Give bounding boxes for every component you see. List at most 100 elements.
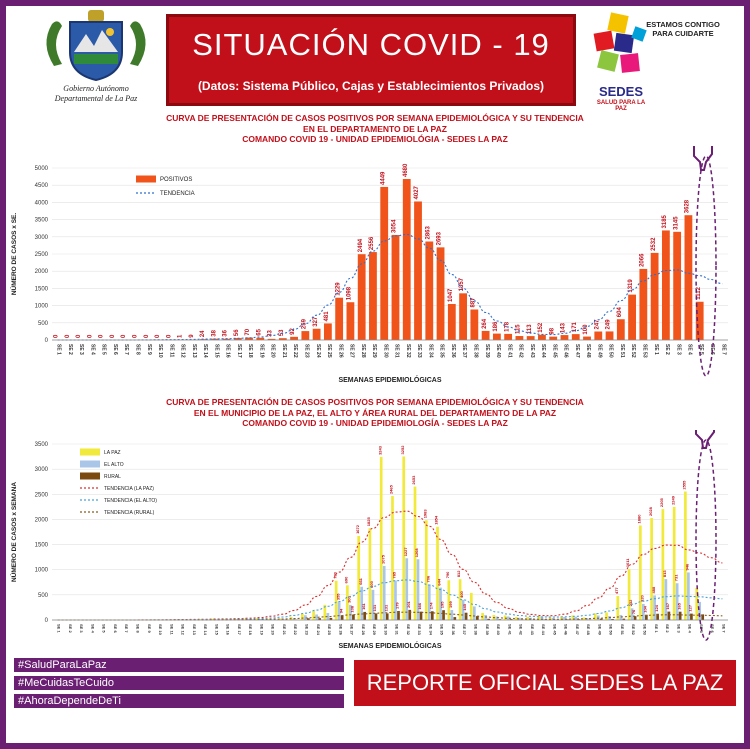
data-label: 53 bbox=[279, 329, 285, 336]
x-tick-label: SE 31 bbox=[394, 344, 400, 358]
bar bbox=[363, 611, 367, 620]
x-tick-label: SE 13 bbox=[191, 344, 197, 358]
data-label: 2205 bbox=[659, 497, 664, 507]
y-tick-label: 3000 bbox=[35, 235, 49, 241]
coat-of-arms-icon bbox=[46, 10, 146, 82]
y-tick-label: 2000 bbox=[35, 269, 49, 275]
bar bbox=[582, 617, 586, 620]
data-label: 143 bbox=[561, 322, 567, 333]
chart2-municipios: 780 690 1672 1825 3243 2465 3252 2653 1983 1854 79… bbox=[9, 430, 728, 650]
x-tick-label: SE 27 bbox=[349, 344, 355, 358]
bar bbox=[352, 614, 355, 620]
bar bbox=[571, 334, 580, 340]
data-label: 3054 bbox=[392, 219, 398, 233]
data-label: 131 bbox=[372, 604, 377, 611]
bar bbox=[267, 618, 270, 620]
data-label: 887 bbox=[471, 297, 477, 308]
x-tick-label: SE 15 bbox=[213, 344, 219, 358]
data-label: 0 bbox=[65, 334, 71, 338]
data-label: 1319 bbox=[628, 279, 634, 293]
bar bbox=[650, 518, 653, 620]
x-tick-label: SE 6 bbox=[113, 624, 118, 633]
bar bbox=[684, 215, 693, 340]
x-tick-label: SE 8 bbox=[136, 624, 141, 633]
x-tick-label: SE 53 bbox=[643, 624, 648, 636]
sedes-subname: SALUD PARA LA PAZ bbox=[596, 100, 646, 112]
data-label: 4027 bbox=[414, 185, 420, 199]
bar bbox=[560, 335, 569, 340]
chart1-title-line: COMANDO COVID 19 - UNIDAD EPIDEMIOLÓGIA … bbox=[242, 134, 508, 144]
legend-label: LA PAZ bbox=[104, 450, 121, 456]
data-label: 0 bbox=[155, 334, 161, 338]
hashtag-3: #AhoraDependeDeTi bbox=[14, 694, 344, 708]
x-tick-label: SE 3 bbox=[676, 624, 681, 633]
x-tick-label: SE 23 bbox=[304, 344, 310, 358]
chart2-hand-pointer-icon bbox=[695, 430, 715, 449]
x-tick-label: SE 11 bbox=[168, 344, 174, 358]
x-tick-label: SE 52 bbox=[630, 344, 636, 358]
data-label: 600 bbox=[369, 580, 374, 587]
bar bbox=[405, 558, 409, 620]
bar bbox=[210, 618, 214, 620]
bar bbox=[650, 252, 659, 340]
data-label: 2693 bbox=[437, 231, 443, 245]
page-title: SITUACIÓN COVID - 19 bbox=[192, 27, 550, 62]
data-label: 1880 bbox=[637, 514, 642, 524]
bar bbox=[498, 619, 502, 620]
legend-bar-swatch bbox=[80, 472, 100, 480]
bar bbox=[645, 614, 648, 620]
x-tick-label: SE 14 bbox=[203, 624, 208, 636]
y-tick-label: 3000 bbox=[35, 467, 49, 473]
x-tick-label: SE 2 bbox=[664, 344, 670, 355]
x-tick-label: SE 6 bbox=[709, 344, 715, 355]
bar bbox=[571, 615, 575, 620]
chart2-gridlines bbox=[52, 443, 728, 621]
data-label: 179 bbox=[395, 602, 400, 609]
x-tick-label: SE 2 bbox=[665, 624, 670, 633]
data-label: 127 bbox=[688, 604, 693, 611]
sedes-tagline: ESTAMOS CONTIGO PARA CUIDARTE bbox=[646, 20, 720, 38]
bar bbox=[540, 616, 544, 620]
bar bbox=[318, 618, 321, 620]
chart1-data-labels: 0 0 0 0 0 0 0 0 0 0 0 1 9 24 38 36 56 70 65 33 53 92 259 327 481… bbox=[54, 163, 702, 338]
hashtag-1: #SaludParaLaPaz bbox=[14, 658, 344, 672]
bar bbox=[450, 609, 454, 620]
data-label: 171 bbox=[572, 321, 578, 332]
bar bbox=[453, 617, 457, 620]
data-label: 3252 bbox=[400, 445, 405, 455]
y-tick-label: 0 bbox=[45, 338, 49, 344]
bar bbox=[605, 612, 608, 620]
bar bbox=[402, 456, 406, 620]
x-tick-label: SE 8 bbox=[135, 344, 141, 355]
trend-line bbox=[57, 510, 723, 621]
data-label: 1229 bbox=[335, 282, 341, 296]
bar bbox=[605, 331, 614, 340]
bar bbox=[642, 603, 645, 620]
x-tick-label: SE 48 bbox=[585, 344, 591, 358]
bar bbox=[360, 586, 364, 620]
bar bbox=[515, 336, 524, 340]
x-tick-label: SE 4 bbox=[688, 624, 693, 633]
bar bbox=[447, 303, 456, 340]
bar bbox=[379, 456, 383, 620]
bar bbox=[414, 201, 422, 340]
x-tick-label: SE 7 bbox=[123, 344, 129, 355]
chart2-trend-lines bbox=[57, 510, 723, 621]
bar bbox=[369, 252, 377, 340]
bar bbox=[300, 613, 304, 620]
data-label: 1983 bbox=[422, 509, 427, 519]
x-tick-label: SE 4 bbox=[89, 344, 95, 355]
bar bbox=[430, 611, 434, 620]
data-label: 166 bbox=[417, 602, 422, 609]
bar bbox=[391, 234, 400, 340]
bar bbox=[374, 613, 378, 620]
data-label: 0 bbox=[87, 334, 93, 338]
bar bbox=[427, 584, 431, 620]
bar bbox=[334, 580, 338, 620]
chart1-hand-pointer-icon bbox=[693, 146, 713, 171]
x-tick-label: SE 33 bbox=[416, 344, 422, 358]
bar bbox=[469, 592, 473, 620]
chart2-legend: LA PAZ EL ALTO RURAL TENDENCIA (LA PAZ) TEND… bbox=[80, 448, 157, 516]
bar bbox=[416, 559, 420, 620]
x-tick-label: SE 46 bbox=[563, 344, 569, 358]
